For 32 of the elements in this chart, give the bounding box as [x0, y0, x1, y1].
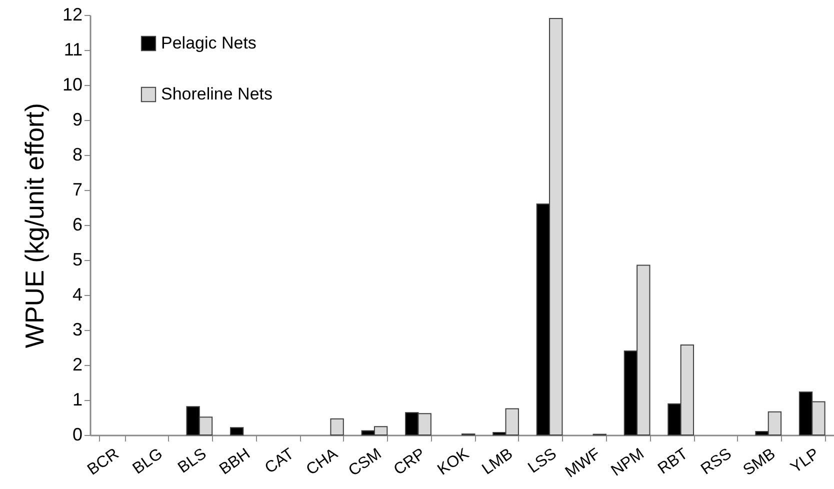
bar [330, 418, 344, 436]
y-tick-label: 10 [62, 74, 82, 94]
y-tick-label: 5 [72, 250, 82, 270]
y-tick-label: 11 [64, 40, 82, 60]
x-tick-label: BLG [130, 446, 166, 478]
x-tick-label: BLS [175, 446, 210, 477]
x-tick-label: CAT [262, 445, 298, 478]
y-axis-title: WPUE (kg/unit effort) [19, 102, 50, 348]
y-tick-label: 7 [72, 180, 82, 200]
x-tick-label: RBT [655, 445, 692, 478]
x-tick-label: BCR [84, 446, 122, 479]
x-tick-label: CHA [304, 445, 342, 479]
x-tick-label: CSM [346, 446, 385, 480]
x-tick-label: LMB [479, 446, 516, 478]
y-tick-label: 12 [62, 4, 82, 24]
legend-label: Shoreline Nets [161, 84, 273, 104]
y-tick-label: 3 [72, 320, 82, 340]
y-tick-label: 4 [72, 284, 82, 304]
y-tick-label: 1 [72, 390, 82, 410]
y-tick-label: 6 [72, 214, 82, 234]
x-tick-label: SMB [740, 446, 779, 480]
y-tick-label: 8 [72, 144, 82, 164]
legend-label: Pelagic Nets [161, 34, 256, 52]
bar [230, 427, 244, 436]
x-tick-label: BBH [216, 446, 254, 478]
x-tick-label: CRP [391, 446, 428, 479]
x-tick-label: YLP [788, 446, 822, 477]
y-tick-label: 9 [72, 110, 82, 130]
y-tick-label: 0 [72, 424, 82, 444]
y-tick-label: 2 [72, 354, 82, 374]
x-tick-label: LSS [525, 446, 560, 477]
x-tick-label: RSS [698, 446, 735, 478]
